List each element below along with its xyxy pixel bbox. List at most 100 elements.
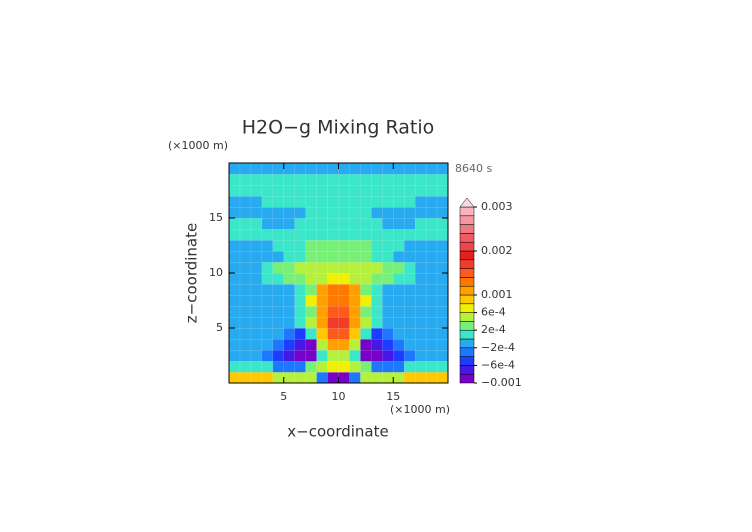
field-cell (294, 250, 307, 263)
field-cell (239, 327, 252, 340)
field-cell (382, 283, 394, 296)
field-cell (371, 239, 383, 252)
field-cell (360, 305, 372, 318)
y-axis-label: z−coordinate (183, 223, 201, 323)
field-cell (436, 184, 449, 197)
field-cell (414, 195, 427, 208)
field-cell (327, 173, 340, 186)
colorbar-segment (459, 277, 475, 287)
field-cell (327, 206, 340, 219)
field-cell (294, 294, 307, 307)
field-cell (403, 360, 416, 373)
field-cell (414, 283, 427, 296)
field-cell (371, 206, 383, 219)
field-cell (228, 327, 241, 340)
time-annotation: 8640 s (455, 162, 492, 175)
field-cell (261, 162, 274, 175)
field-cell (414, 217, 427, 230)
field-cell (436, 360, 449, 373)
field-cell (425, 173, 438, 186)
field-cell (305, 327, 318, 340)
field-cell (338, 283, 350, 296)
field-cell (316, 272, 329, 285)
field-cell (393, 327, 405, 340)
field-cell (305, 316, 318, 329)
field-cell (327, 316, 340, 329)
field-cell (349, 349, 361, 362)
field-cell (305, 338, 318, 351)
colorbar-segment (459, 338, 475, 349)
field-cell (414, 294, 427, 307)
field-cell (349, 360, 361, 373)
field-cell (294, 327, 307, 340)
field-cell (261, 305, 274, 318)
field-cell (294, 305, 307, 318)
field-cell (294, 283, 307, 296)
field-cell (316, 327, 329, 340)
field-cell (283, 217, 296, 230)
field-cell (272, 305, 285, 318)
y-unit: (×1000 m) (168, 139, 228, 152)
field-cell (294, 162, 307, 175)
field-cell (316, 349, 329, 362)
field-cell (283, 338, 296, 351)
field-cell (436, 206, 449, 219)
field-cell (261, 206, 274, 219)
field-cell (239, 294, 252, 307)
field-cell (250, 217, 263, 230)
field-cell (425, 195, 438, 208)
field-cell (327, 272, 340, 285)
field-cell (338, 305, 350, 318)
field-cell (316, 294, 329, 307)
field-cell (283, 316, 296, 329)
field-cell (250, 173, 263, 186)
field-cell (283, 195, 296, 208)
field-cell (403, 250, 416, 263)
field-cell (349, 217, 361, 230)
field-cell (371, 173, 383, 186)
field-cell (403, 239, 416, 252)
field-cell (261, 338, 274, 351)
field-cell (349, 338, 361, 351)
colorbar-segment (459, 365, 475, 375)
field-cell (250, 162, 263, 175)
field-cell (294, 206, 307, 219)
field-cell (327, 261, 340, 274)
field-cell (403, 327, 416, 340)
colorbar-segment (459, 215, 475, 225)
field-cell (283, 294, 296, 307)
field-cell (382, 327, 394, 340)
field-cell (327, 239, 340, 252)
field-cell (327, 360, 340, 373)
field-cell (272, 195, 285, 208)
field-cell (283, 206, 296, 219)
field-cell (316, 184, 329, 197)
field-cell (250, 327, 263, 340)
field-cell (327, 250, 340, 263)
field-cell (349, 305, 361, 318)
field-cell (393, 228, 405, 241)
field-cell (261, 294, 274, 307)
field-cell (272, 338, 285, 351)
field-cell (393, 162, 405, 175)
field-cell (250, 305, 263, 318)
field-cell (393, 261, 405, 274)
field-cell (239, 283, 252, 296)
field-cell (382, 228, 394, 241)
field-cell (349, 173, 361, 186)
field-cell (261, 173, 274, 186)
field-cell (371, 250, 383, 263)
field-cell (371, 305, 383, 318)
field-cell (316, 261, 329, 274)
field-cell (371, 261, 383, 274)
field-cell (338, 239, 350, 252)
field-cell (228, 228, 241, 241)
field-cell (382, 206, 394, 219)
field-cell (425, 349, 438, 362)
field-cell (382, 217, 394, 230)
field-cell (349, 371, 361, 384)
field-cell (349, 283, 361, 296)
field-cell (239, 371, 252, 384)
field-cell (382, 338, 394, 351)
